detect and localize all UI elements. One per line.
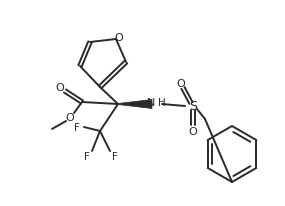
Text: F: F bbox=[112, 151, 118, 161]
Text: O: O bbox=[189, 126, 198, 136]
Polygon shape bbox=[118, 100, 152, 109]
Text: N: N bbox=[146, 97, 155, 108]
Text: S: S bbox=[189, 100, 197, 113]
Text: F: F bbox=[74, 122, 80, 132]
Text: O: O bbox=[56, 83, 64, 92]
Text: O: O bbox=[177, 79, 185, 89]
Text: H: H bbox=[158, 97, 166, 108]
Text: O: O bbox=[115, 33, 123, 43]
Text: F: F bbox=[84, 151, 90, 161]
Text: O: O bbox=[66, 112, 74, 122]
